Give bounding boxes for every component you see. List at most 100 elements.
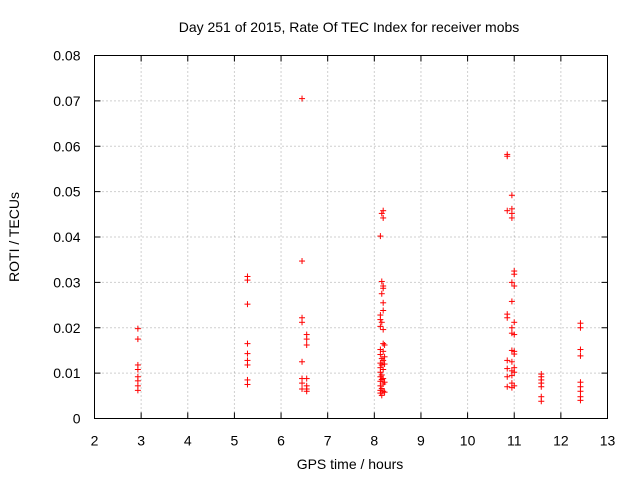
x-tick-labels: 2 3 4 5 6 7 8 9 10 11 12 13 [91, 433, 616, 449]
data-point [377, 351, 384, 358]
data-point [504, 373, 511, 380]
data-point [504, 314, 511, 321]
data-point [381, 389, 388, 396]
data-point [577, 352, 584, 359]
data-point [508, 279, 515, 286]
x-tick-label: 2 [91, 433, 99, 449]
data-point [378, 319, 385, 326]
data-point [244, 277, 251, 284]
x-tick-label: 10 [460, 433, 476, 449]
data-point [511, 351, 518, 358]
data-point [508, 372, 515, 379]
data-point [511, 283, 518, 290]
data-point [134, 325, 141, 332]
data-point [504, 383, 511, 390]
data-point [380, 388, 387, 395]
data-point [299, 258, 306, 265]
data-point [303, 375, 310, 382]
data-point [511, 369, 518, 376]
data-point [381, 361, 388, 368]
x-tick-label: 6 [277, 433, 285, 449]
data-point [504, 207, 511, 214]
data-point [511, 319, 518, 326]
data-point [577, 324, 584, 331]
x-tick-label: 4 [184, 433, 192, 449]
data-point [380, 348, 387, 355]
x-tick-label: 9 [417, 433, 425, 449]
data-point [380, 326, 387, 333]
data-point [380, 340, 387, 347]
data-point [299, 380, 306, 387]
data-point [380, 214, 387, 221]
data-point [504, 153, 511, 160]
data-point [378, 278, 385, 285]
data-point [380, 307, 387, 314]
data-point [577, 388, 584, 395]
y-tick-label: 0.03 [53, 274, 80, 290]
data-point [577, 397, 584, 404]
data-point [508, 298, 515, 305]
data-point [134, 387, 141, 394]
x-tick-label: 8 [370, 433, 378, 449]
data-point [244, 361, 251, 368]
y-tick-label: 0 [73, 411, 81, 427]
data-point [380, 207, 387, 214]
data-point [244, 340, 251, 347]
axis-ticks [94, 55, 608, 419]
data-point [511, 271, 518, 278]
y-tick-label: 0.04 [53, 229, 80, 245]
y-tick-label: 0.05 [53, 184, 80, 200]
x-tick-label: 5 [231, 433, 239, 449]
data-point [380, 375, 387, 382]
data-point [378, 376, 385, 383]
x-tick-label: 3 [137, 433, 145, 449]
data-point [244, 381, 251, 388]
data-point [381, 341, 388, 348]
data-point [303, 388, 310, 395]
data-point [577, 346, 584, 353]
data-points [134, 95, 584, 405]
y-tick-labels: 0 0.01 0.02 0.03 0.04 0.05 0.06 0.07 0.08 [53, 48, 80, 427]
data-point [378, 385, 385, 392]
grid-lines [94, 55, 608, 419]
data-point [303, 336, 310, 343]
data-point [538, 383, 545, 390]
data-point [380, 366, 387, 373]
data-point [504, 365, 511, 372]
data-point [511, 331, 518, 338]
data-point [508, 358, 515, 365]
data-point [244, 350, 251, 357]
x-tick-label: 12 [553, 433, 569, 449]
data-point [381, 379, 388, 386]
y-axis-label: ROTI / TECUs [6, 192, 22, 282]
data-point [134, 336, 141, 343]
data-point [538, 398, 545, 405]
data-point [378, 392, 385, 399]
data-point [378, 210, 385, 217]
data-point [508, 324, 515, 331]
data-point [244, 301, 251, 308]
data-point [380, 285, 387, 292]
data-point [299, 319, 306, 326]
data-point [504, 357, 511, 364]
data-point [378, 290, 385, 297]
data-point [299, 95, 306, 102]
y-tick-label: 0.06 [53, 138, 80, 154]
y-tick-label: 0.07 [53, 93, 80, 109]
chart-title: Day 251 of 2015, Rate Of TEC Index for r… [179, 19, 520, 35]
data-point [377, 316, 384, 323]
x-tick-label: 7 [324, 433, 332, 449]
data-point [377, 323, 384, 330]
data-point [377, 233, 384, 240]
x-tick-label: 11 [507, 433, 522, 449]
data-point [508, 192, 515, 199]
y-tick-label: 0.02 [53, 320, 80, 336]
data-point [380, 299, 387, 306]
data-point [134, 366, 141, 373]
data-point [511, 382, 518, 389]
data-point [380, 357, 387, 364]
data-point [299, 358, 306, 365]
y-tick-label: 0.08 [53, 48, 80, 64]
data-point [508, 214, 515, 221]
